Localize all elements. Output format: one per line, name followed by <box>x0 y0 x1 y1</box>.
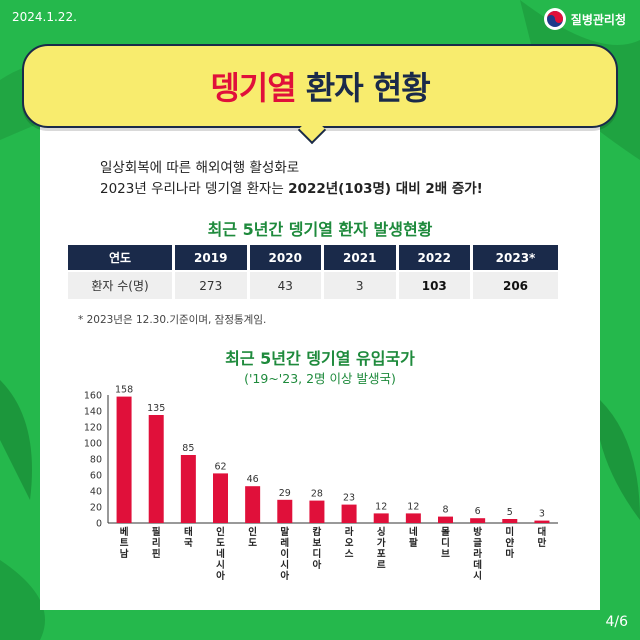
bar-value-label: 23 <box>343 493 355 504</box>
intro-line-2: 2023년 우리나라 뎅기열 환자는 2022년(103명) 대비 2배 증가! <box>100 179 560 200</box>
bar-value-label: 85 <box>182 443 194 454</box>
content-card <box>40 105 600 610</box>
bar <box>213 473 228 523</box>
table-header-cell: 연도 <box>68 245 172 270</box>
table-header-cell: 2023* <box>473 245 558 270</box>
table-footnote: * 2023년은 12.30.기준이며, 잠정통계임. <box>78 314 267 326</box>
bar <box>180 455 196 523</box>
government-emblem-icon <box>543 8 566 30</box>
y-tick-label: 140 <box>84 407 102 418</box>
bar-value-label: 5 <box>507 507 513 518</box>
bar-value-label: 29 <box>279 488 291 499</box>
bar-value-label: 8 <box>442 505 448 516</box>
bar-value-label: 12 <box>407 501 419 512</box>
bar <box>438 516 453 523</box>
intro-line-2-highlight: 2022년(103명) 대비 2배 증가! <box>288 181 483 197</box>
table-header-row: 연도 2019 2020 2021 2022 2023* <box>68 245 558 270</box>
y-tick-label: 0 <box>96 519 102 530</box>
bar <box>373 513 389 523</box>
bar <box>116 396 132 523</box>
bar <box>148 415 164 523</box>
bar-value-label: 46 <box>247 474 259 485</box>
bar-value-label: 3 <box>539 509 545 520</box>
bar-value-label: 62 <box>214 461 226 472</box>
intro-text: 일상회복에 따른 해외여행 활성화로 2023년 우리나라 뎅기열 환자는 20… <box>100 158 560 200</box>
table-cell: 273 <box>175 272 247 299</box>
y-tick-label: 100 <box>84 439 102 450</box>
title-accent: 뎅기열 <box>210 69 296 107</box>
chart-title: 최근 5년간 뎅기열 유입국가 <box>225 349 415 368</box>
table-header-cell: 2020 <box>249 245 321 270</box>
bar-value-label: 6 <box>475 506 481 517</box>
table-row: 환자 수(명) 273 43 3 103 206 <box>68 272 558 299</box>
bar <box>534 520 550 523</box>
table-row-label: 환자 수(명) <box>68 272 172 299</box>
table-cell: 206 <box>473 272 558 299</box>
title-banner: 뎅기열 환자 현황 <box>22 44 618 128</box>
table-cell: 103 <box>398 272 470 299</box>
bar <box>245 486 261 523</box>
bar <box>470 518 486 523</box>
y-tick-label: 160 <box>84 391 102 402</box>
cases-table: 연도 2019 2020 2021 2022 2023* 환자 수(명) 273… <box>65 243 561 301</box>
bar <box>309 500 325 523</box>
bar-value-label: 28 <box>311 489 323 500</box>
bar <box>341 504 357 523</box>
agency-name: 질병관리청 <box>570 12 626 27</box>
intro-line-1: 일상회복에 따른 해외여행 활성화로 <box>100 160 300 176</box>
table-header-cell: 2021 <box>324 245 396 270</box>
agency-brand: 질병관리청 <box>543 8 626 30</box>
bar-value-label: 135 <box>147 403 165 414</box>
page-indicator: 4/6 <box>605 614 628 630</box>
y-tick-label: 40 <box>90 487 102 498</box>
page-title: 뎅기열 환자 현황 <box>210 63 431 109</box>
table-header-cell: 2022 <box>398 245 470 270</box>
bar <box>277 499 293 523</box>
y-tick-label: 120 <box>84 423 102 434</box>
y-tick-label: 80 <box>90 455 102 466</box>
intro-line-2-prefix: 2023년 우리나라 뎅기열 환자는 <box>100 181 289 197</box>
bar <box>405 513 421 523</box>
table-title: 최근 5년간 뎅기열 환자 발생현황 <box>207 220 433 239</box>
table-header-cell: 2019 <box>175 245 247 270</box>
y-tick-label: 60 <box>90 471 102 482</box>
y-tick-label: 20 <box>90 503 102 514</box>
table-cell: 3 <box>324 272 396 299</box>
chart-subtitle: ('19~'23, 2명 이상 발생국) <box>244 371 396 386</box>
bar-value-label: 12 <box>375 501 387 512</box>
bar-value-label: 158 <box>115 385 133 396</box>
bar <box>502 519 518 523</box>
table-cell: 43 <box>249 272 321 299</box>
date-label: 2024.1.22. <box>12 10 77 24</box>
title-rest: 환자 현황 <box>295 69 431 107</box>
